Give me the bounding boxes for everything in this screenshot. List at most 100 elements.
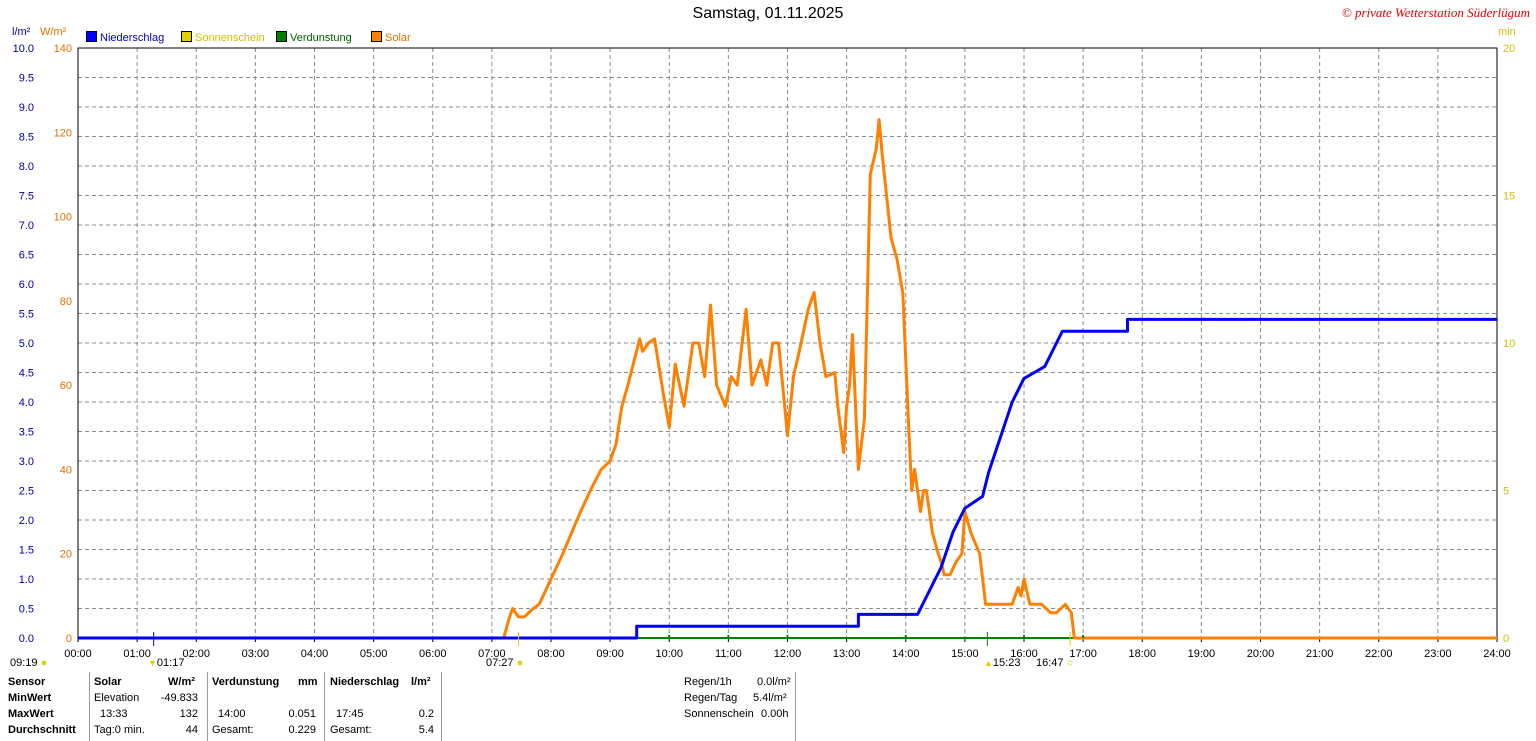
y-tick-label-sunshine: 10 xyxy=(1503,338,1515,350)
y-tick-label-solar: 120 xyxy=(54,127,72,139)
table-verdunstung-unit: mm xyxy=(298,676,318,688)
x-tick-label: 06:00 xyxy=(419,648,447,660)
x-tick-label: 10:00 xyxy=(655,648,683,660)
x-tick-label: 16:00 xyxy=(1010,648,1038,660)
x-tick-label: 22:00 xyxy=(1365,648,1393,660)
series-line-solar xyxy=(361,118,1497,640)
x-tick-label: 03:00 xyxy=(242,648,270,660)
x-tick-label: 11:00 xyxy=(715,648,742,660)
y-tick-label-precip: 7.0 xyxy=(19,220,34,232)
summary-regen-tag-value: 5.4l/m² xyxy=(753,692,787,704)
summary-regen-1h-value: 0.0l/m² xyxy=(757,676,791,688)
legend-niederschlag: Niederschlag xyxy=(86,31,164,44)
unit-left-outer: l/m² xyxy=(12,26,31,38)
x-tick-label: 18:00 xyxy=(1128,648,1156,660)
table-cell: Tag:0 min. xyxy=(94,724,145,736)
table-cell: 5.4 xyxy=(418,724,434,736)
x-tick-label: 02:00 xyxy=(182,648,210,660)
y-tick-label-precip: 0.0 xyxy=(19,633,34,645)
table-divider xyxy=(89,672,90,741)
table-verdunstung-header: Verdunstung xyxy=(212,676,280,688)
y-tick-label-precip: 3.5 xyxy=(19,427,34,439)
table-cell: 0.2 xyxy=(418,708,434,720)
table-cell: 17:45 xyxy=(336,708,364,720)
y-tick-label-precip: 8.5 xyxy=(19,132,34,144)
y-tick-label-precip: 5.5 xyxy=(19,309,34,321)
sun-outline-icon: ○ xyxy=(1066,657,1074,669)
y-tick-label-precip: 1.5 xyxy=(19,545,34,557)
x-tick-label: 00:00 xyxy=(64,648,92,660)
y-tick-label-precip: 5.0 xyxy=(19,338,34,350)
sun-dot-icon: ● xyxy=(40,657,48,669)
y-tick-label-precip: 2.0 xyxy=(19,515,34,527)
x-tick-label: 21:00 xyxy=(1306,648,1334,660)
x-tick-label: 09:00 xyxy=(596,648,624,660)
triangle-icon: ▲ xyxy=(984,658,993,668)
x-tick-label: 19:00 xyxy=(1188,648,1216,660)
y-tick-label-sunshine: 5 xyxy=(1503,486,1509,498)
legend-swatch-solar xyxy=(371,31,382,42)
y-tick-label-sunshine: 20 xyxy=(1503,43,1515,55)
table-cell: Elevation xyxy=(94,692,140,704)
y-tick-label-solar: 0 xyxy=(66,633,72,645)
table-cell: 0.229 xyxy=(288,724,316,736)
unit-right: min xyxy=(1498,26,1516,38)
marker-left-time: 09:19 ● xyxy=(10,657,47,669)
table-solar-unit: W/m² xyxy=(168,676,195,688)
marker-sunrise-label: 07:27 xyxy=(486,657,514,669)
y-tick-label-precip: 8.0 xyxy=(19,161,34,173)
table-cell: Gesamt: xyxy=(212,724,254,736)
marker-sunset: 16:47 ○ xyxy=(1036,657,1073,669)
unit-left-inner: W/m² xyxy=(40,26,67,38)
x-tick-label: 01:00 xyxy=(123,648,151,660)
table-niederschlag-unit: l/m² xyxy=(411,676,431,688)
y-tick-label-solar: 80 xyxy=(60,296,72,308)
table-cell: 44 xyxy=(185,724,198,736)
table-sensor-header: Sensor xyxy=(8,676,46,688)
marker-sunrise-elev-label: 01:17 xyxy=(156,657,185,669)
table-cell: 0.051 xyxy=(288,708,316,720)
y-tick-label-precip: 9.0 xyxy=(19,102,34,114)
legend-label-niederschlag: Niederschlag xyxy=(100,32,165,44)
copyright-text: © private Wetterstation Süderlügum xyxy=(1341,5,1530,20)
y-tick-label-precip: 6.0 xyxy=(19,279,34,291)
legend-label-verdunstung: Verdunstung xyxy=(290,32,352,44)
y-tick-label-precip: 0.5 xyxy=(19,604,34,616)
summary-sonnenschein-value: 0.00h xyxy=(761,708,789,720)
summary-regen-1h-label: Regen/1h xyxy=(684,676,732,688)
y-tick-label-solar: 60 xyxy=(60,380,72,392)
x-tick-label: 24:00 xyxy=(1483,648,1511,660)
y-tick-label-solar: 40 xyxy=(60,464,72,476)
marker-left-label: 09:19 xyxy=(10,657,38,669)
table-row-label: MaxWert xyxy=(8,708,54,720)
y-tick-label-sunshine: 0 xyxy=(1503,633,1509,645)
marker-sunrise-elev: ▼01:17 xyxy=(148,657,184,669)
chart-title: Samstag, 01.11.2025 xyxy=(692,5,844,22)
x-tick-label: 17:00 xyxy=(1069,648,1097,660)
table-solar-header: Solar xyxy=(94,676,122,688)
legend-swatch-sonnenschein xyxy=(181,31,192,42)
legend-label-sonnenschein: Sonnenschein xyxy=(195,32,265,44)
table-cell: 132 xyxy=(179,708,198,720)
table-niederschlag-header: Niederschlag xyxy=(330,676,400,688)
legend-swatch-niederschlag xyxy=(86,31,97,42)
x-tick-label: 08:00 xyxy=(537,648,565,660)
y-tick-label-precip: 4.0 xyxy=(19,397,34,409)
legend-verdunstung: Verdunstung xyxy=(276,31,352,44)
legend-sonnenschein: Sonnenschein xyxy=(181,31,265,44)
y-tick-label-solar: 140 xyxy=(54,43,72,55)
y-tick-label-precip: 7.5 xyxy=(19,191,34,203)
marker-evap: ▲15:23 xyxy=(984,657,1020,669)
x-tick-label: 15:00 xyxy=(951,648,979,660)
x-tick-label: 05:00 xyxy=(360,648,388,660)
marker-sunset-label: 16:47 xyxy=(1036,657,1064,669)
table-cell: 13:33 xyxy=(100,708,128,720)
y-tick-label-sunshine: 15 xyxy=(1503,191,1515,203)
y-tick-label-solar: 20 xyxy=(60,549,72,561)
y-tick-label-precip: 4.5 xyxy=(19,368,34,380)
y-tick-label-precip: 6.5 xyxy=(19,250,34,262)
x-tick-label: 04:00 xyxy=(301,648,329,660)
y-tick-label-precip: 10.0 xyxy=(13,43,34,55)
y-tick-label-precip: 2.5 xyxy=(19,486,34,498)
